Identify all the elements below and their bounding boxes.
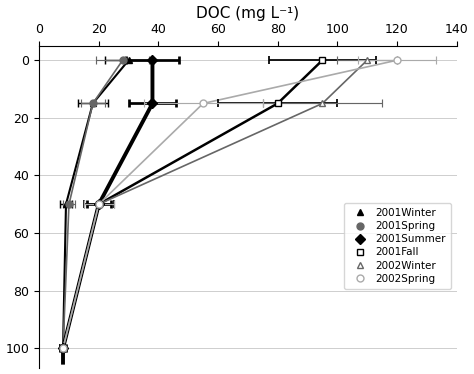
Legend: 2001Winter, 2001Spring, 2001Summer, 2001Fall, 2002Winter, 2002Spring: 2001Winter, 2001Spring, 2001Summer, 2001… (345, 203, 451, 289)
X-axis label: DOC (mg L⁻¹): DOC (mg L⁻¹) (196, 6, 300, 21)
